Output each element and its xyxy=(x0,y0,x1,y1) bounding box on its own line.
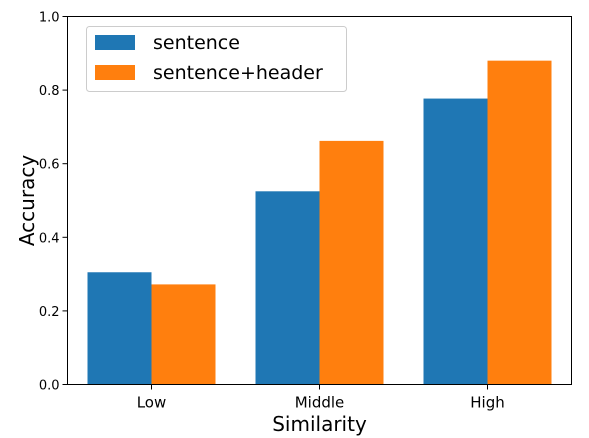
legend-label-sentence: sentence xyxy=(153,32,240,54)
bar-sentence-high xyxy=(423,98,488,385)
x-axis-label: Similarity xyxy=(272,412,367,436)
y-tick-label: 0.6 xyxy=(39,158,60,173)
bar-sentence-header-middle xyxy=(319,140,384,385)
bars-group xyxy=(87,60,552,385)
bar-sentence-low xyxy=(87,272,152,385)
bar-sentence-middle xyxy=(255,191,320,385)
x-tick-label-middle: Middle xyxy=(295,394,345,412)
x-tick-label-high: High xyxy=(470,394,504,412)
x-axis: Low Middle High xyxy=(137,384,505,412)
y-tick-label: 0.4 xyxy=(39,231,60,246)
x-tick-label-low: Low xyxy=(137,394,167,412)
bar-sentence-header-high xyxy=(487,60,552,385)
legend-swatch-sentence-header xyxy=(95,65,135,80)
bar-sentence-header-low xyxy=(151,284,216,385)
y-axis-label: Accuracy xyxy=(15,155,39,246)
y-axis: 0.0 0.2 0.4 0.6 0.8 1.0 xyxy=(39,11,68,394)
plot-frame xyxy=(67,16,572,385)
legend-swatch-sentence xyxy=(95,35,135,50)
y-tick-label: 0.2 xyxy=(39,305,60,320)
legend-label-sentence-header: sentence+header xyxy=(153,62,323,84)
legend: sentence sentence+header xyxy=(86,26,347,92)
y-tick-label: 1.0 xyxy=(39,11,60,26)
y-tick-label: 0.0 xyxy=(39,379,60,394)
y-tick-label: 0.8 xyxy=(39,84,60,99)
legend-box xyxy=(86,26,347,92)
